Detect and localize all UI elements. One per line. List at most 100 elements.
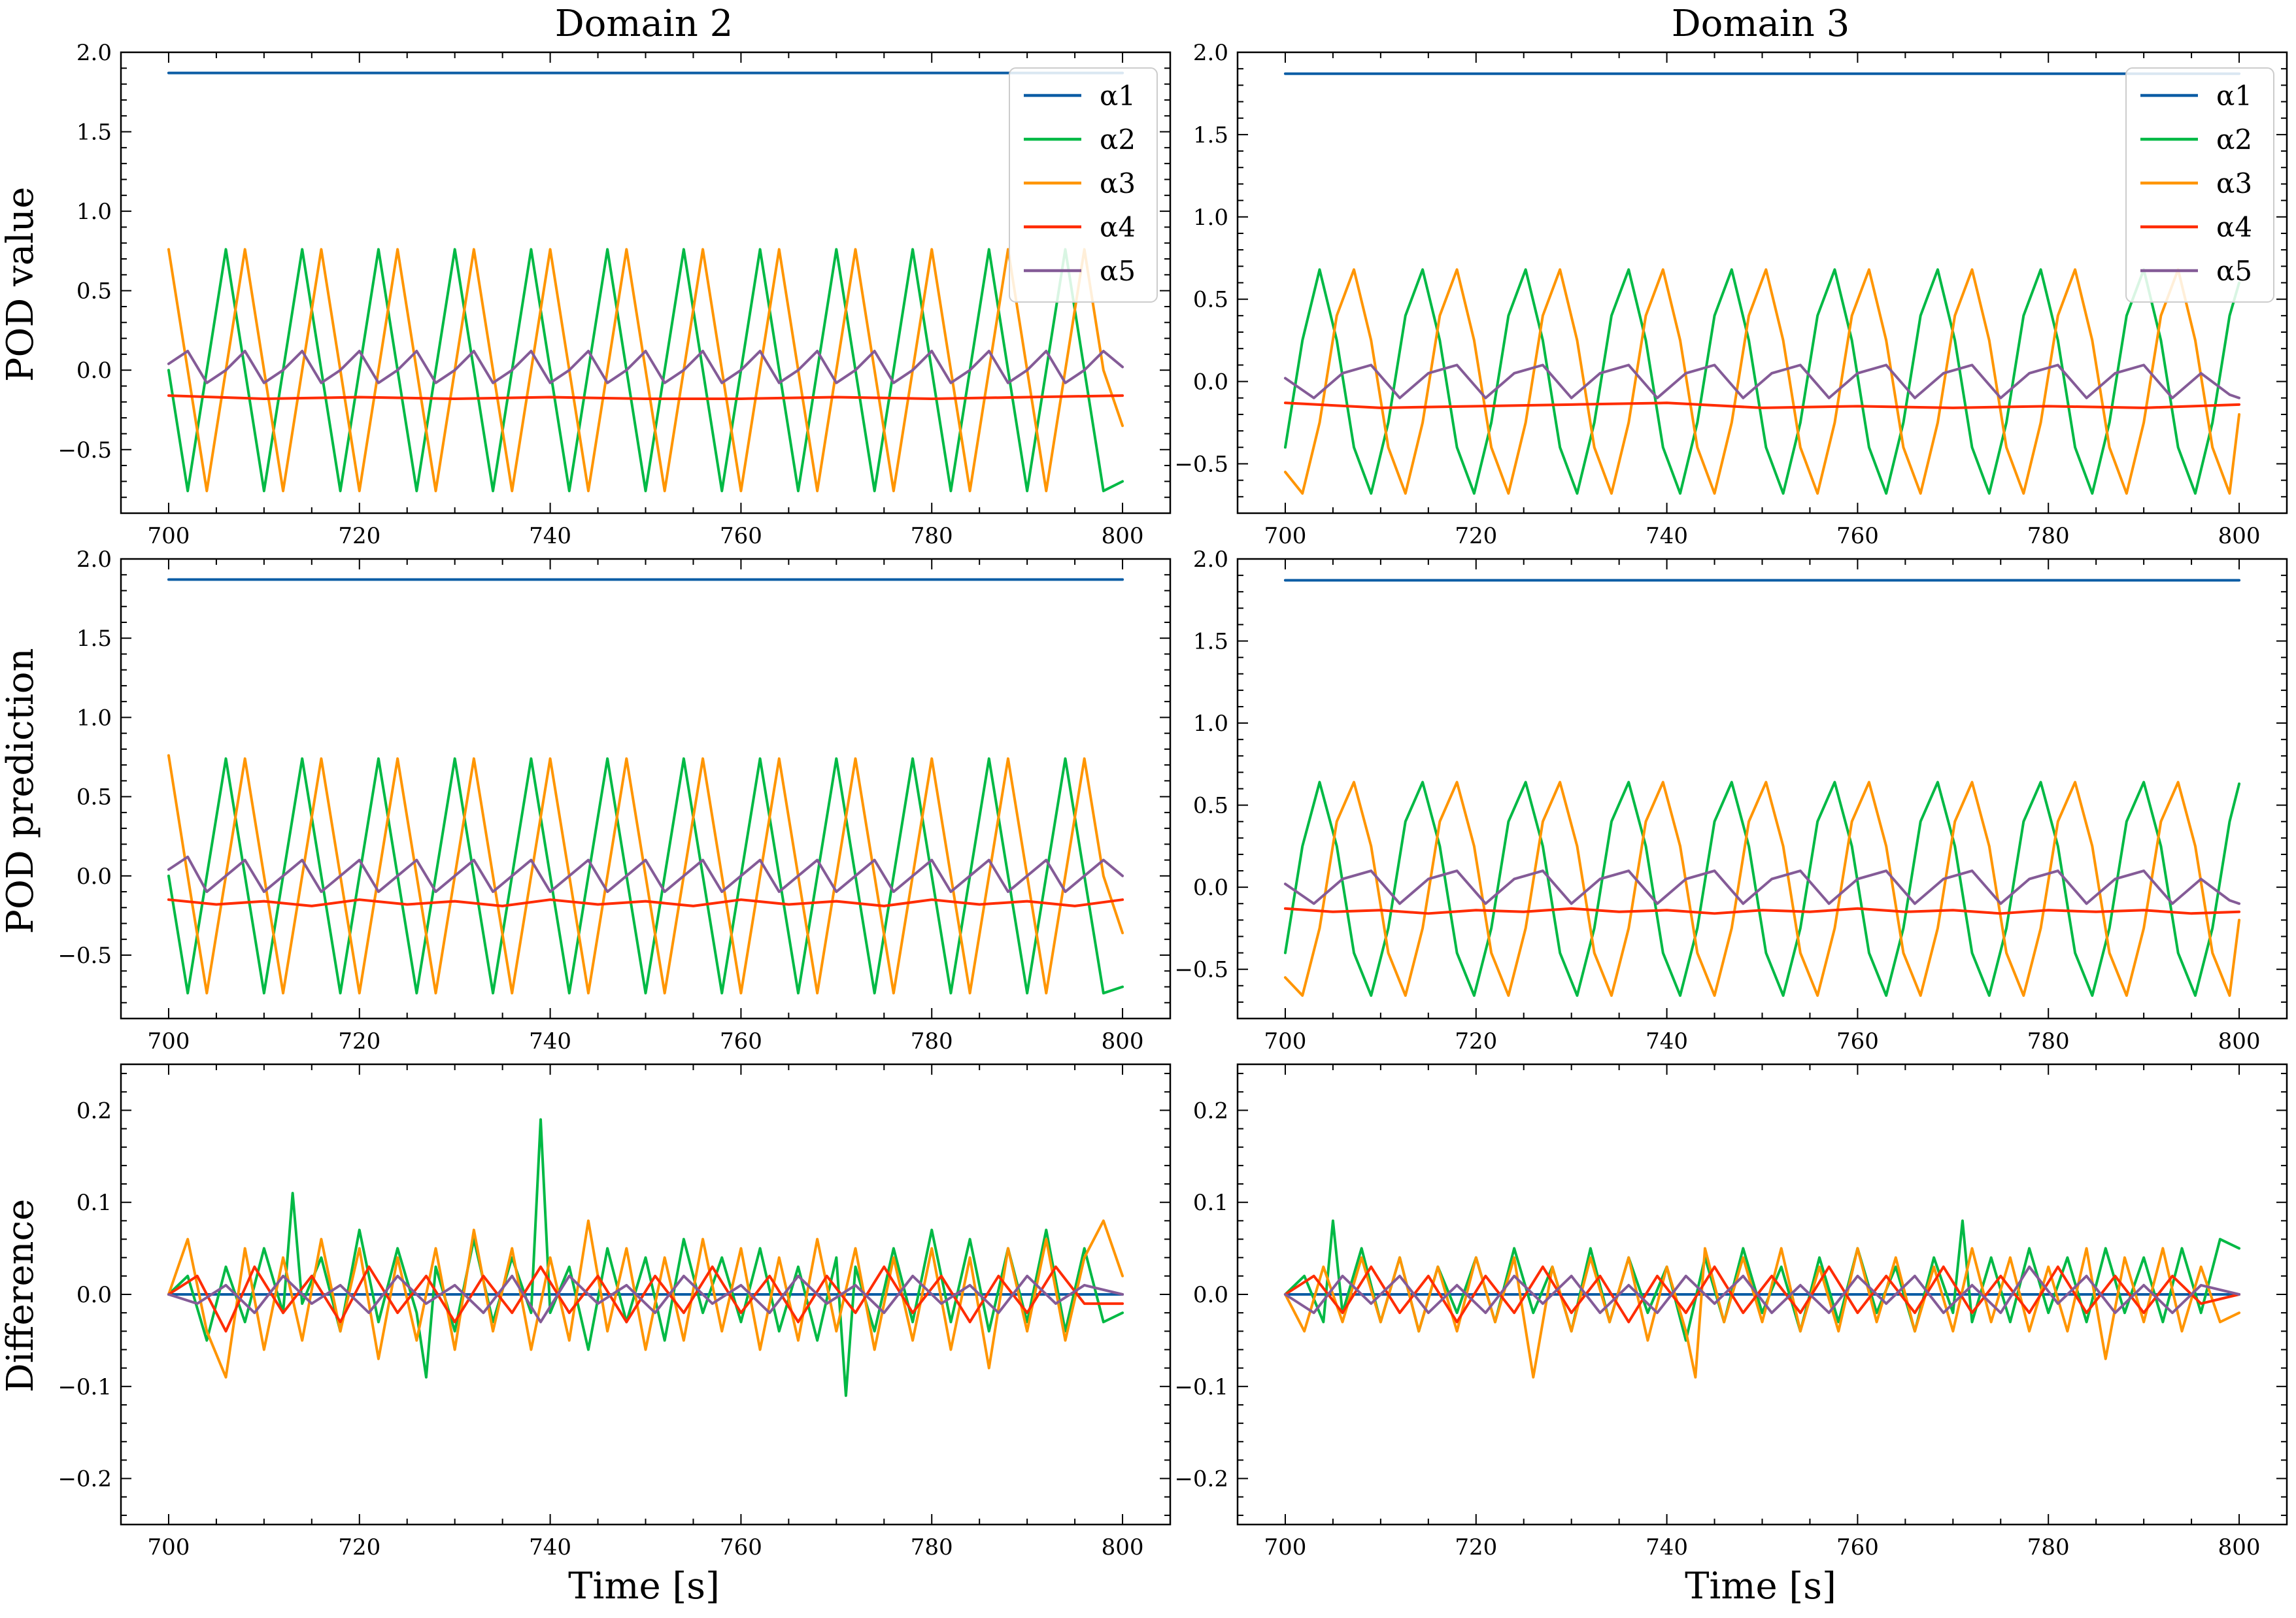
series-line-5 bbox=[1283, 363, 2241, 399]
series-line-5 bbox=[1283, 869, 2241, 905]
series-group bbox=[1283, 72, 2241, 495]
series-line-2 bbox=[1283, 781, 2241, 997]
series-line-5 bbox=[167, 1274, 1124, 1324]
x-tick-label: 780 bbox=[911, 1028, 953, 1054]
series-line-2 bbox=[167, 248, 1124, 492]
x-tick-label: 700 bbox=[1264, 1534, 1307, 1560]
y-tick-label: 0.5 bbox=[76, 278, 112, 305]
series-group bbox=[167, 71, 1124, 492]
y-tick-label: 0.5 bbox=[1193, 793, 1228, 819]
legend-label-4: α4 bbox=[1100, 211, 1136, 243]
y-tick-label: 0.0 bbox=[76, 864, 112, 890]
x-tick-label: 760 bbox=[720, 523, 762, 549]
panel-d3-value: 700 720 740 760 780 800 −0.5 0.0 0.5 1.0 1.5 2.0 α1 α… bbox=[1174, 40, 2288, 549]
x-tick-label: 780 bbox=[2027, 1534, 2070, 1560]
x-tick-label: 760 bbox=[1836, 523, 1879, 549]
legend-label-5: α5 bbox=[1100, 255, 1136, 287]
panel-d3-pred: 700 720 740 760 780 800 −0.5 0.0 0.5 1.0 1.5 2.0 bbox=[1174, 547, 2288, 1054]
x-tick-label: 760 bbox=[1836, 1028, 1879, 1054]
legend-label-2: α2 bbox=[2216, 124, 2252, 156]
y-tick-label: −0.5 bbox=[1174, 957, 1228, 983]
x-tick-label: 720 bbox=[338, 523, 380, 549]
y-tick-label: 1.5 bbox=[76, 626, 112, 652]
legend-label-1: α1 bbox=[2216, 80, 2252, 112]
y-tick-label: 1.5 bbox=[1193, 122, 1228, 148]
series-line-2 bbox=[167, 757, 1124, 995]
column-title-domain-3: Domain 3 bbox=[1672, 3, 1850, 45]
x-tick-label: 740 bbox=[529, 1534, 571, 1560]
x-tick-label: 800 bbox=[1102, 1534, 1144, 1560]
panel-d2-diff: 700 720 740 760 780 800 −0.2 −0.1 0.0 0.1 0.2 bbox=[58, 1063, 1172, 1560]
y-tick-label: 0.5 bbox=[1193, 287, 1228, 313]
series-line-3 bbox=[167, 248, 1124, 492]
series-line-5 bbox=[167, 350, 1124, 384]
x-tick-label: 740 bbox=[1646, 1028, 1688, 1054]
y-tick-label: −0.5 bbox=[58, 943, 112, 969]
legend-box bbox=[1009, 67, 1158, 303]
panel-d2-value: 700 720 740 760 780 800 −0.5 0.0 0.5 1.0 1.5 2.0 α1 α… bbox=[58, 40, 1172, 549]
x-tick-label: 740 bbox=[529, 523, 571, 549]
y-tick-label: 0.2 bbox=[1193, 1098, 1228, 1124]
x-tick-label: 800 bbox=[2218, 523, 2261, 549]
y-tick-label: −0.5 bbox=[58, 437, 112, 463]
y-tick-label: −0.1 bbox=[58, 1374, 112, 1400]
legend-box bbox=[2125, 67, 2274, 303]
x-tick-label: 720 bbox=[1455, 1028, 1497, 1054]
x-tick-label: 800 bbox=[2218, 1028, 2261, 1054]
x-tick-label: 800 bbox=[1102, 523, 1144, 549]
y-tick-label: 1.0 bbox=[76, 705, 112, 731]
panel-d3-diff: 700 720 740 760 780 800 −0.2 −0.1 0.0 0.1 0.2 bbox=[1174, 1063, 2288, 1560]
y-tick-label: 0.0 bbox=[1193, 875, 1228, 901]
column-title-domain-2: Domain 2 bbox=[555, 3, 734, 45]
ylabel-pod-value: POD value bbox=[0, 187, 42, 382]
series-line-4 bbox=[167, 394, 1124, 400]
legend-label-2: α2 bbox=[1100, 124, 1136, 156]
legend-label-1: α1 bbox=[1100, 80, 1136, 112]
series-line-4 bbox=[167, 898, 1124, 907]
y-tick-label: 0.0 bbox=[1193, 369, 1228, 396]
series-line-3 bbox=[1283, 781, 2241, 997]
y-tick-label: 0.5 bbox=[76, 784, 112, 811]
y-tick-label: 1.0 bbox=[1193, 711, 1228, 737]
y-tick-label: 0.0 bbox=[76, 1282, 112, 1308]
y-tick-label: −0.2 bbox=[1174, 1466, 1228, 1492]
x-tick-label: 740 bbox=[1646, 1534, 1688, 1560]
y-tick-label: 1.0 bbox=[76, 199, 112, 225]
x-tick-label: 780 bbox=[2027, 523, 2070, 549]
legend-label-3: α3 bbox=[2216, 167, 2252, 199]
panels: 700 720 740 760 780 800 −0.5 0.0 0.5 1.0 1.5 2.0 α1 α… bbox=[58, 40, 2288, 1560]
x-tick-label: 760 bbox=[720, 1534, 762, 1560]
series-line-3 bbox=[1283, 268, 2241, 495]
series-group bbox=[167, 578, 1124, 995]
y-tick-label: 2.0 bbox=[1193, 40, 1228, 66]
series-line-3 bbox=[167, 754, 1124, 995]
y-tick-label: 1.5 bbox=[1193, 629, 1228, 655]
y-tick-label: 1.5 bbox=[76, 120, 112, 146]
x-tick-label: 720 bbox=[1455, 1534, 1497, 1560]
series-line-2 bbox=[1283, 268, 2241, 495]
y-tick-label: −0.5 bbox=[1174, 451, 1228, 477]
y-tick-label: 2.0 bbox=[76, 547, 112, 573]
y-tick-label: 2.0 bbox=[76, 40, 112, 66]
legend-label-4: α4 bbox=[2216, 211, 2252, 243]
series-group bbox=[1283, 579, 2241, 997]
x-tick-label: 740 bbox=[1646, 523, 1688, 549]
y-tick-label: 0.0 bbox=[76, 358, 112, 384]
y-tick-label: 2.0 bbox=[1193, 547, 1228, 573]
x-tick-label: 720 bbox=[338, 1028, 380, 1054]
y-tick-label: −0.1 bbox=[1174, 1374, 1228, 1400]
x-tick-label: 700 bbox=[1264, 1028, 1307, 1054]
y-tick-label: 0.1 bbox=[76, 1190, 112, 1216]
series-group bbox=[167, 1118, 1124, 1397]
x-tick-label: 700 bbox=[148, 1534, 190, 1560]
y-tick-label: 0.0 bbox=[1193, 1282, 1228, 1308]
x-tick-label: 700 bbox=[148, 523, 190, 549]
legend-label-5: α5 bbox=[2216, 255, 2252, 287]
x-tick-label: 740 bbox=[529, 1028, 571, 1054]
x-tick-label: 760 bbox=[1836, 1534, 1879, 1560]
x-tick-label: 780 bbox=[911, 523, 953, 549]
panel-d2-pred: 700 720 740 760 780 800 −0.5 0.0 0.5 1.0 1.5 2.0 bbox=[58, 547, 1172, 1054]
x-tick-label: 720 bbox=[1455, 523, 1497, 549]
x-tick-label: 800 bbox=[2218, 1534, 2261, 1560]
